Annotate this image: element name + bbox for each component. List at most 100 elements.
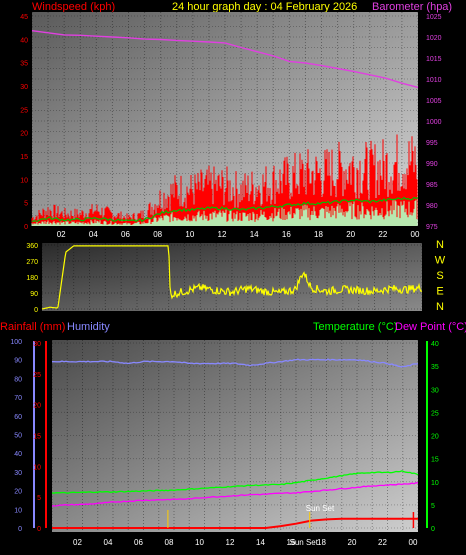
x-axis-tick: 08 [153,230,162,239]
x-axis-tick: 04 [89,230,98,239]
x-axis-tick: 18 [317,538,326,547]
direction-panel [42,243,422,311]
rain-axis-tick: 25 [33,372,41,379]
wind-direction-line [41,245,423,310]
humidity-axis-tick: 90 [14,358,22,365]
x-axis-tick: 22 [378,230,387,239]
humidity-axis-tick: 60 [14,414,22,421]
barometer-label: Barometer (hpa) [372,1,452,13]
rain-axis-tick: 15 [33,434,41,441]
barometer-axis-tick: 1015 [426,56,442,63]
barometer-axis-tick: 1005 [426,98,442,105]
barometer-axis-tick: 1010 [426,77,442,84]
temperature-axis-tick: 10 [431,480,439,487]
rainfall-label: Rainfall (mm) [0,321,65,333]
humidity-axis-tick: 100 [10,339,22,346]
sunset-annotation: Sun Set [306,504,335,513]
wind-green-line [31,196,419,223]
x-axis-tick: 04 [104,538,113,547]
barometer-axis-tick: 1020 [426,35,442,42]
humidity-axis-tick: 10 [14,507,22,514]
rainfall-line [52,517,418,529]
temperature-axis-tick: 15 [431,457,439,464]
rain-axis-tick: 10 [33,464,41,471]
barometer-axis-tick: 985 [426,182,438,189]
temperature-axis-tick: 35 [431,364,439,371]
direction-axis-tick: 180 [26,275,38,282]
rain-axis-tick: 0 [37,526,41,533]
humidity-axis-tick: 40 [14,451,22,458]
compass-label: E [436,286,443,298]
x-axis-tick: 20 [346,230,355,239]
humidity-axis-tick: 0 [18,526,22,533]
temperature-axis-tick: 25 [431,410,439,417]
wind-axis-tick: 30 [20,84,28,91]
x-axis-tick: 02 [73,538,82,547]
direction-axis-tick: 0 [34,307,38,314]
x-axis-tick: 06 [134,538,143,547]
wind-axis-tick: 25 [20,107,28,114]
sunset-x-label: Sun Set [289,538,318,547]
direction-axis-tick: 90 [30,291,38,298]
temperature-label: Temperature (°C) [313,321,397,333]
direction-axis-tick: 360 [26,243,38,250]
rain-axis-tick: 5 [37,495,41,502]
wind-axis-tick: 15 [20,154,28,161]
wind-axis-tick: 20 [20,131,28,138]
windspeed-label: Windspeed (kph) [32,1,115,13]
barometer-axis-tick: 975 [426,224,438,231]
x-axis-tick: 02 [57,230,66,239]
compass-label: N [436,239,444,251]
temperature-axis-tick: 5 [431,503,435,510]
x-axis-tick: 00 [411,230,420,239]
wind-axis-tick: 5 [24,201,28,208]
humidity-axis-tick: 70 [14,395,22,402]
dewpoint-label: Dew Point (°C) [395,321,466,333]
barometer-axis-tick: 995 [426,140,438,147]
humidity-line [51,358,419,368]
compass-label: W [435,255,446,267]
humidity-axis-tick: 80 [14,376,22,383]
barometer-axis-tick: 990 [426,161,438,168]
x-axis-tick: 00 [409,538,418,547]
temperature-line [51,470,419,494]
temperature-panel [52,340,418,532]
dewpoint-line [51,482,418,507]
humidity-label: Humidity [67,321,110,333]
graph-title: 24 hour graph day : 04 February 2026 [172,1,357,13]
temperature-axis-tick: 30 [431,387,439,394]
x-axis-tick: 08 [165,538,174,547]
x-axis-tick: 18 [314,230,323,239]
x-axis-tick: 20 [348,538,357,547]
barometer-line [31,30,419,89]
x-axis-tick: 14 [250,230,259,239]
x-axis-tick: 12 [218,230,227,239]
humidity-axis-tick: 30 [14,470,22,477]
barometer-axis-tick: 1000 [426,119,442,126]
wind-axis-tick: 35 [20,61,28,68]
wind-axis-tick: 0 [24,224,28,231]
x-axis-tick: 14 [256,538,265,547]
temperature-axis-tick: 0 [431,526,435,533]
compass-label: S [436,270,443,282]
rain-axis-tick: 20 [33,403,41,410]
temperature-axis-tick: 20 [431,434,439,441]
direction-axis-tick: 270 [26,259,38,266]
x-axis-tick: 12 [226,538,235,547]
barometer-axis-tick: 980 [426,203,438,210]
x-axis-tick: 16 [282,230,291,239]
x-axis-tick: 16 [287,538,296,547]
x-axis-tick: 10 [185,230,194,239]
rain-axis-tick: 30 [33,341,41,348]
humidity-axis-tick: 20 [14,489,22,496]
x-axis-tick: 06 [121,230,130,239]
wind-axis-tick: 45 [20,14,28,21]
x-axis-tick: 22 [378,538,387,547]
wind-axis-tick: 40 [20,37,28,44]
wind-axis-tick: 10 [20,177,28,184]
x-axis-tick: 10 [195,538,204,547]
compass-label: N [436,301,444,313]
temperature-axis-tick: 40 [431,341,439,348]
